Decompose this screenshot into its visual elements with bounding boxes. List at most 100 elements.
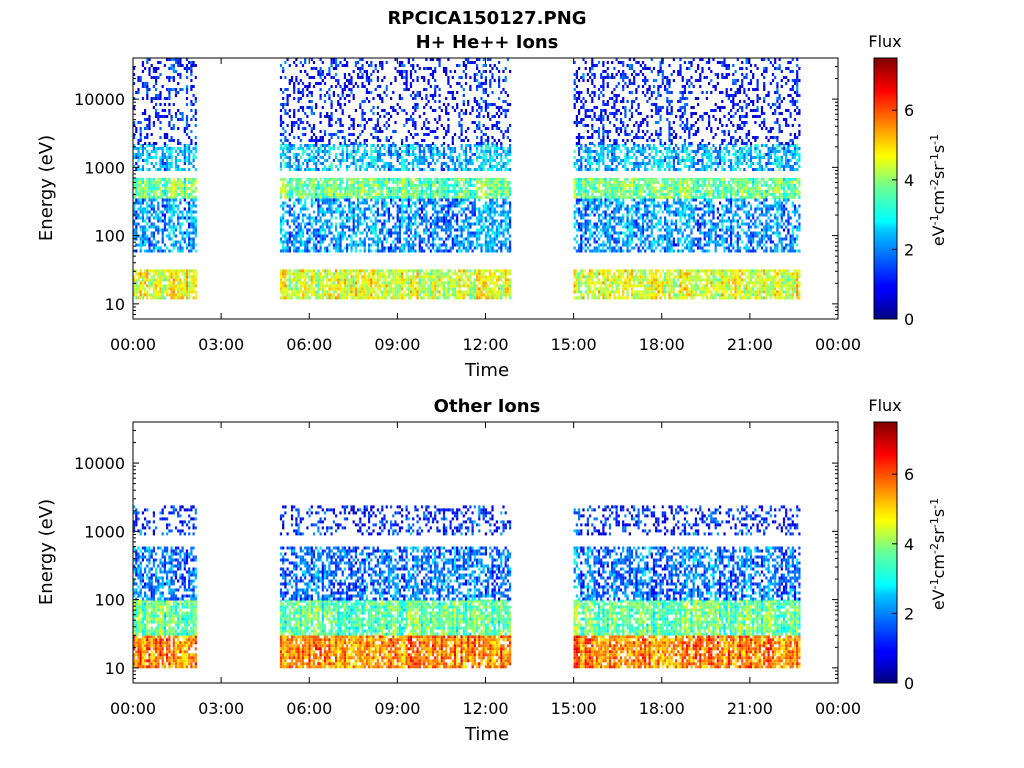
- heatmap-cell: [409, 207, 413, 211]
- heatmap-cell: [185, 290, 189, 294]
- heatmap-cell: [326, 198, 329, 202]
- heatmap-cell: [381, 198, 384, 202]
- heatmap-cell: [181, 195, 184, 199]
- heatmap-cell: [487, 287, 490, 291]
- heatmap-cell: [491, 222, 494, 226]
- heatmap-cell: [330, 177, 333, 181]
- heatmap-cell: [282, 234, 285, 238]
- heatmap-cell: [405, 85, 408, 88]
- heatmap-cell: [445, 165, 448, 168]
- heatmap-cell: [166, 189, 169, 193]
- heatmap-cell: [170, 139, 173, 142]
- heatmap-cell: [326, 189, 329, 193]
- heatmap-cell: [337, 64, 340, 67]
- heatmap-cell: [405, 88, 408, 91]
- heatmap-cell: [319, 195, 322, 199]
- heatmap-cell: [374, 222, 377, 226]
- heatmap-cell: [352, 213, 355, 217]
- heatmap-cell: [157, 195, 160, 199]
- heatmap-cell: [398, 234, 401, 238]
- heatmap-cell: [484, 234, 487, 238]
- heatmap-cell: [161, 150, 164, 153]
- heatmap-cell: [359, 231, 362, 235]
- heatmap-cell: [407, 147, 410, 150]
- heatmap-cell: [326, 180, 329, 184]
- heatmap-cell: [157, 240, 160, 244]
- heatmap-cell: [170, 216, 173, 220]
- heatmap-cell: [390, 82, 393, 85]
- heatmap-cell: [177, 272, 180, 276]
- heatmap-cell: [328, 189, 331, 193]
- heatmap-cell: [451, 147, 454, 150]
- heatmap-cell: [403, 168, 406, 171]
- heatmap-cell: [456, 290, 459, 294]
- heatmap-cell: [168, 121, 171, 124]
- heatmap-cell: [290, 165, 294, 168]
- heatmap-cell: [489, 192, 492, 196]
- heatmap-cell: [282, 219, 285, 223]
- heatmap-cell: [293, 153, 296, 156]
- heatmap-cell: [394, 201, 397, 205]
- heatmap-cell: [440, 168, 443, 171]
- heatmap-cell: [381, 284, 384, 288]
- heatmap-cell: [350, 237, 353, 241]
- heatmap-cell: [484, 216, 487, 220]
- heatmap-cell: [453, 147, 457, 150]
- heatmap-cell: [489, 58, 492, 61]
- heatmap-cell: [279, 284, 283, 288]
- heatmap-cell: [451, 213, 454, 217]
- heatmap-cell: [423, 198, 426, 202]
- heatmap-cell: [328, 207, 331, 211]
- heatmap-cell: [290, 192, 294, 196]
- heatmap-cell: [467, 284, 470, 288]
- heatmap-cell: [299, 139, 302, 142]
- heatmap-cell: [306, 165, 309, 168]
- heatmap-cell: [174, 210, 178, 214]
- heatmap-cell: [139, 246, 142, 250]
- heatmap-cell: [464, 216, 468, 220]
- heatmap-cell: [335, 156, 338, 159]
- heatmap-cell: [403, 237, 406, 241]
- heatmap-cell: [284, 278, 287, 282]
- heatmap-cell: [394, 231, 397, 235]
- heatmap-cell: [372, 204, 375, 208]
- heatmap-cell: [438, 88, 441, 91]
- heatmap-cell: [317, 249, 320, 253]
- heatmap-cell: [416, 198, 419, 202]
- heatmap-cell: [321, 192, 324, 196]
- heatmap-cell: [484, 70, 487, 73]
- heatmap-cell: [299, 269, 302, 273]
- heatmap-cell: [315, 246, 318, 250]
- heatmap-cell: [491, 195, 494, 199]
- heatmap-cell: [368, 204, 371, 208]
- heatmap-cell: [137, 290, 140, 294]
- heatmap-cell: [394, 269, 397, 273]
- heatmap-cell: [431, 275, 435, 279]
- heatmap-cell: [179, 147, 182, 150]
- heatmap-cell: [192, 177, 195, 181]
- heatmap-cell: [194, 272, 197, 276]
- heatmap-cell: [290, 195, 294, 199]
- heatmap-cell: [339, 293, 342, 297]
- heatmap-cell: [337, 210, 340, 214]
- heatmap-cell: [139, 275, 142, 279]
- heatmap-cell: [442, 296, 446, 300]
- heatmap-cell: [431, 109, 435, 112]
- heatmap-cell: [409, 204, 413, 208]
- heatmap-cell: [282, 204, 285, 208]
- heatmap-cell: [405, 79, 408, 82]
- heatmap-cell: [157, 216, 160, 220]
- heatmap-cell: [368, 91, 371, 94]
- heatmap-cell: [451, 201, 454, 205]
- heatmap-cell: [451, 91, 454, 94]
- heatmap-cell: [401, 210, 404, 214]
- heatmap-cell: [365, 144, 368, 147]
- heatmap-cell: [409, 144, 413, 147]
- heatmap-cell: [299, 183, 302, 187]
- heatmap-cell: [312, 231, 316, 235]
- heatmap-cell: [403, 64, 406, 67]
- heatmap-cell: [139, 269, 142, 273]
- heatmap-cell: [456, 237, 459, 241]
- heatmap-cell: [152, 296, 155, 300]
- heatmap-cell: [148, 269, 151, 273]
